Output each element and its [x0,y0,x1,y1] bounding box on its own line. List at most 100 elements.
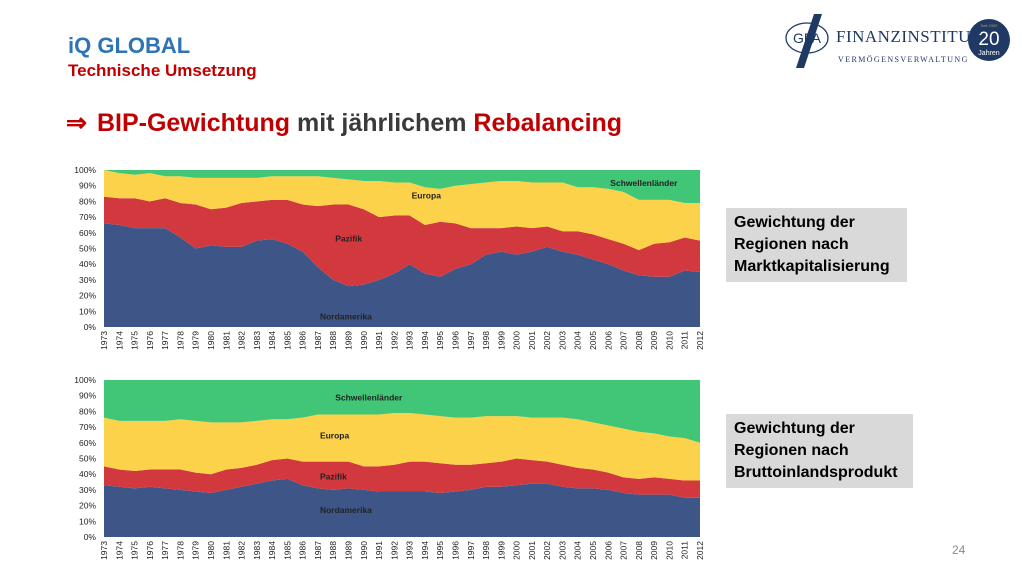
x-tick-label: 2003 [557,541,567,560]
y-tick-label: 90% [79,391,96,401]
pazifik-label: Pazifik [335,233,362,243]
y-tick-label: 0% [84,532,97,542]
y-tick-label: 100% [74,165,96,175]
headline-rebalancing: Rebalancing [473,109,623,137]
badge-small-text: Seit 1992 [981,23,999,28]
y-tick-label: 40% [79,259,96,269]
y-tick-label: 40% [79,469,96,479]
x-tick-label: 1985 [282,541,292,560]
brand-subtitle: Technische Umsetzung [68,61,257,80]
x-tick-label: 1975 [130,541,140,560]
x-tick-label: 1992 [389,331,399,350]
x-tick-label: 1979 [191,331,201,350]
x-tick-label: 1988 [328,541,338,560]
x-tick-label: 1973 [99,331,109,350]
brand-block: iQ GLOBAL Technische Umsetzung [68,34,257,82]
info-line: Gewichtung der [734,214,855,231]
x-tick-label: 1980 [206,331,216,350]
x-tick-label: 2007 [619,541,629,560]
y-tick-label: 80% [79,196,96,206]
x-tick-label: 1984 [267,331,277,350]
area-europa [104,412,700,481]
logo-tagline: VERMÖGENSVERWALTUNG [838,55,969,64]
x-tick-label: 1989 [344,331,354,350]
y-tick-label: 70% [79,422,96,432]
x-tick-label: 2012 [695,331,705,350]
x-tick-label: 1993 [405,541,415,560]
y-tick-label: 30% [79,275,96,285]
y-tick-label: 10% [79,306,96,316]
x-tick-label: 2002 [542,331,552,350]
info-line: Marktkapitalisierung [734,258,890,275]
logo-mark: GFA [793,30,822,46]
x-tick-label: 1997 [466,331,476,350]
x-tick-label: 1987 [313,331,323,350]
x-tick-label: 2002 [542,541,552,560]
y-tick-label: 0% [84,322,97,332]
x-tick-label: 1981 [221,541,231,560]
y-tick-label: 10% [79,516,96,526]
x-tick-label: 1973 [99,541,109,560]
area-pazifik [104,196,700,287]
europa-label: Europa [320,431,350,441]
info-line: Bruttoinlandsprodukt [734,464,898,481]
slide-headline: ⇒ BIP-Gewichtung mit jährlichem Rebalanci… [66,108,622,138]
headline-bip: BIP-Gewichtung [96,109,291,137]
x-tick-label: 1999 [496,331,506,350]
x-tick-label: 1997 [466,541,476,560]
info-line: Regionen nach [734,236,849,253]
x-tick-label: 2004 [573,541,583,560]
x-tick-label: 1998 [481,541,491,560]
x-tick-label: 1976 [145,331,155,350]
x-tick-label: 2012 [695,541,705,560]
x-tick-label: 2009 [649,541,659,560]
x-tick-label: 1974 [114,541,124,560]
anniversary-badge [968,19,1010,61]
x-tick-label: 2011 [680,541,690,560]
x-tick-label: 1977 [160,331,170,350]
x-tick-label: 1984 [267,541,277,560]
x-tick-label: 2001 [527,331,537,350]
double-arrow-icon: ⇒ [66,109,87,137]
x-tick-label: 1996 [450,541,460,560]
y-tick-label: 60% [79,438,96,448]
x-tick-label: 1975 [130,331,140,350]
brand-title: iQ GLOBAL [68,33,191,58]
area-schwellenlnder [104,380,700,443]
y-tick-label: 100% [74,375,96,385]
info-box-gdp: Gewichtung der Regionen nach Bruttoinlan… [726,414,913,488]
schwellenlaender-label: Schwellenländer [610,178,678,188]
area-nordamerika [104,478,700,537]
x-tick-label: 1995 [435,541,445,560]
x-tick-label: 1978 [175,331,185,350]
europa-label: Europa [412,191,442,201]
chart-market-cap: 0% 10% 20% 30% 40% 50% 60% 70% 80% 90% 100% 1973 197… [74,165,705,350]
x-tick-label: 1986 [298,541,308,560]
x-tick-label: 2010 [664,541,674,560]
nordamerika-label: Nordamerika [320,311,372,321]
area-europa [104,170,700,251]
x-tick-label: 1991 [374,541,384,560]
logo-name: FINANZINSTITUT [836,27,982,46]
area-pazifik [104,458,700,498]
x-tick-label: 2007 [619,331,629,350]
x-tick-label: 2009 [649,331,659,350]
x-tick-label: 1978 [175,541,185,560]
x-tick-label: 1996 [450,331,460,350]
info-line: Regionen nach [734,442,849,459]
page-number: 24 [952,543,966,557]
info-box-market-cap: Gewichtung der Regionen nach Marktkapita… [726,208,907,282]
x-tick-label: 2008 [634,541,644,560]
x-tick-label: 1992 [389,541,399,560]
headline-middle: mit jährlichem [290,109,474,137]
x-tick-label: 2004 [573,331,583,350]
x-tick-label: 1977 [160,541,170,560]
chart-gdp: 0% 10% 20% 30% 40% 50% 60% 70% 80% 90% 100% 1973 197… [74,375,705,560]
schwellenlaender-label: Schwellenländer [335,392,403,402]
x-tick-label: 1976 [145,541,155,560]
x-tick-label: 2008 [634,331,644,350]
y-tick-label: 80% [79,406,96,416]
x-tick-label: 2010 [664,331,674,350]
x-tick-label: 1991 [374,331,384,350]
y-tick-label: 50% [79,454,96,464]
